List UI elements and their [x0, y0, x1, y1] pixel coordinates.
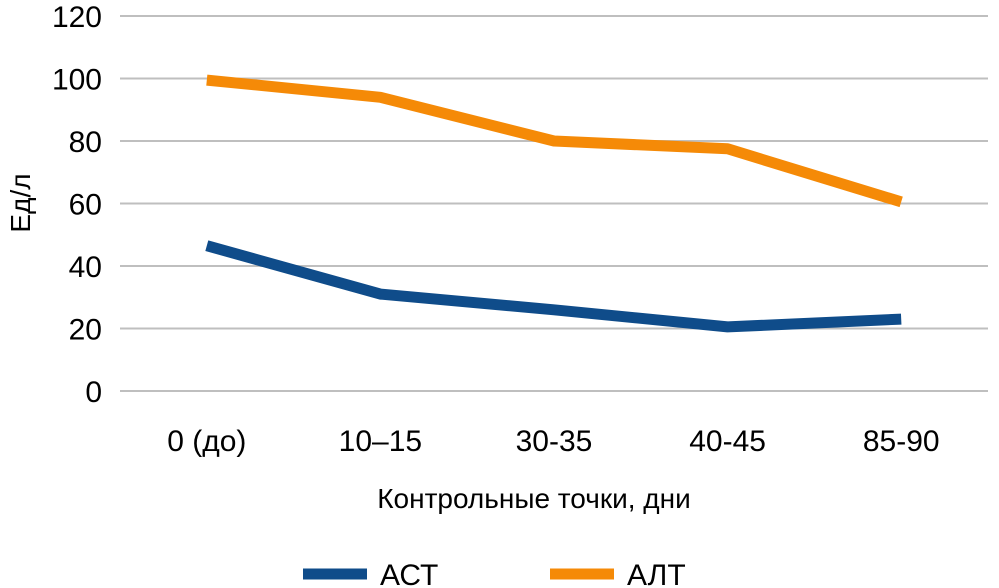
- y-tick-label: 20: [69, 314, 102, 347]
- legend-label: АЛТ: [627, 559, 686, 588]
- series-line-1: [205, 240, 902, 333]
- legend-label: АСТ: [380, 559, 438, 588]
- series-line-2: [206, 74, 903, 208]
- y-tick-label: 40: [69, 251, 102, 284]
- y-tick-label: 120: [52, 1, 102, 34]
- y-tick-label: 0: [85, 376, 102, 409]
- x-tick-label: 85-90: [863, 425, 940, 458]
- x-tick-label: 0 (до): [167, 425, 246, 458]
- y-axis-title: Ед/л: [5, 173, 36, 232]
- legend: АСТ АЛТ: [303, 559, 686, 588]
- x-axis-title: Контрольные точки, дни: [377, 483, 691, 514]
- x-axis-tick-labels: 0 (до) 10–15 30-35 40-45 85-90: [167, 425, 939, 458]
- series-lines: [205, 74, 903, 333]
- x-tick-label: 10–15: [339, 425, 422, 458]
- y-axis-tick-labels: 0 20 40 60 80 100 120: [52, 1, 102, 409]
- x-tick-label: 30-35: [516, 425, 593, 458]
- gridlines: [120, 15, 988, 392]
- y-tick-label: 60: [69, 189, 102, 222]
- y-tick-label: 100: [52, 64, 102, 97]
- x-tick-label: 40-45: [689, 425, 766, 458]
- y-tick-label: 80: [69, 126, 102, 159]
